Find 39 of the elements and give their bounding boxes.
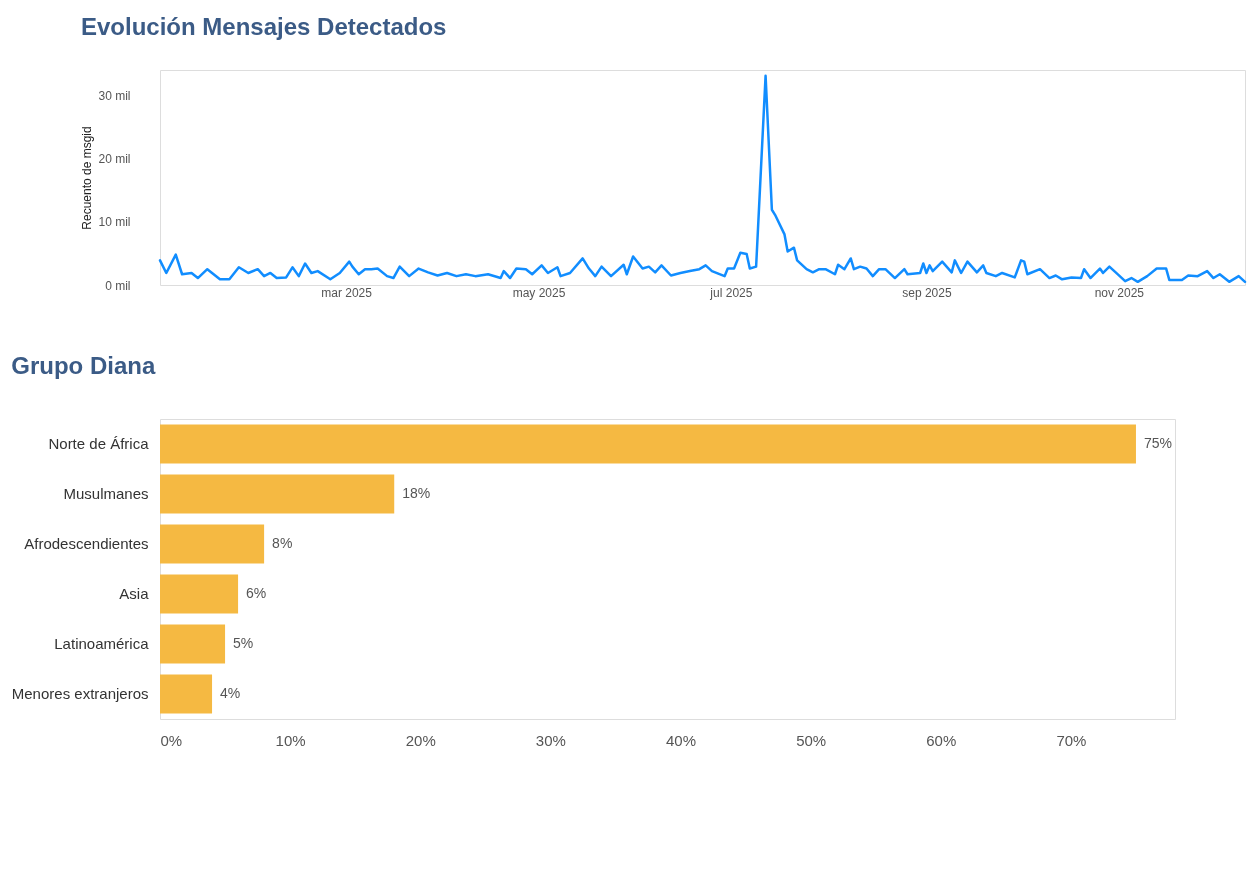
data-label: 8% (272, 535, 293, 551)
data-label: 4% (220, 685, 241, 701)
bar (160, 474, 395, 514)
bar (160, 524, 265, 564)
chart-title: Grupo Diana (11, 352, 156, 379)
y-tick-label: Afrodescendientes (24, 535, 149, 552)
bar (160, 674, 213, 714)
line-series (158, 74, 1247, 284)
y-axis-title: Recuento de msgid (80, 126, 95, 230)
data-label: 18% (402, 485, 431, 501)
x-tick-label: mar 2025 (321, 285, 373, 300)
x-tick-label: 60% (926, 731, 957, 749)
bar (160, 424, 1136, 464)
x-tick-label: 10% (275, 731, 306, 749)
x-tick-label: nov 2025 (1094, 285, 1145, 300)
y-tick-label: Musulmanes (63, 485, 149, 502)
x-tick-label: 0% (160, 731, 183, 749)
chart-title: Evolución Mensajes Detectados (80, 13, 447, 40)
x-tick-label: jul 2025 (709, 285, 753, 300)
x-tick-label: 50% (796, 731, 827, 749)
data-label: 75% (1143, 435, 1172, 451)
data-label: 5% (233, 635, 254, 651)
y-tick-label: Norte de África (48, 435, 150, 452)
bar (160, 574, 239, 614)
y-tick-label: 0 mil (105, 278, 131, 293)
x-tick-label: 40% (666, 731, 697, 749)
x-tick-label: 70% (1056, 731, 1087, 749)
y-tick-label: 20 mil (98, 152, 131, 167)
x-tick-label: may 2025 (512, 285, 566, 300)
y-tick-label: 10 mil (98, 215, 131, 230)
y-tick-label: Menores extranjeros (11, 685, 149, 702)
x-tick-label: 30% (535, 731, 566, 749)
y-tick-label: 30 mil (98, 88, 131, 103)
y-tick-label: Asia (119, 585, 150, 602)
data-label: 6% (246, 585, 267, 601)
bar (160, 624, 226, 664)
y-tick-label: Latinoamérica (54, 635, 150, 652)
x-tick-label: 20% (405, 731, 436, 749)
x-tick-label: sep 2025 (902, 285, 952, 300)
